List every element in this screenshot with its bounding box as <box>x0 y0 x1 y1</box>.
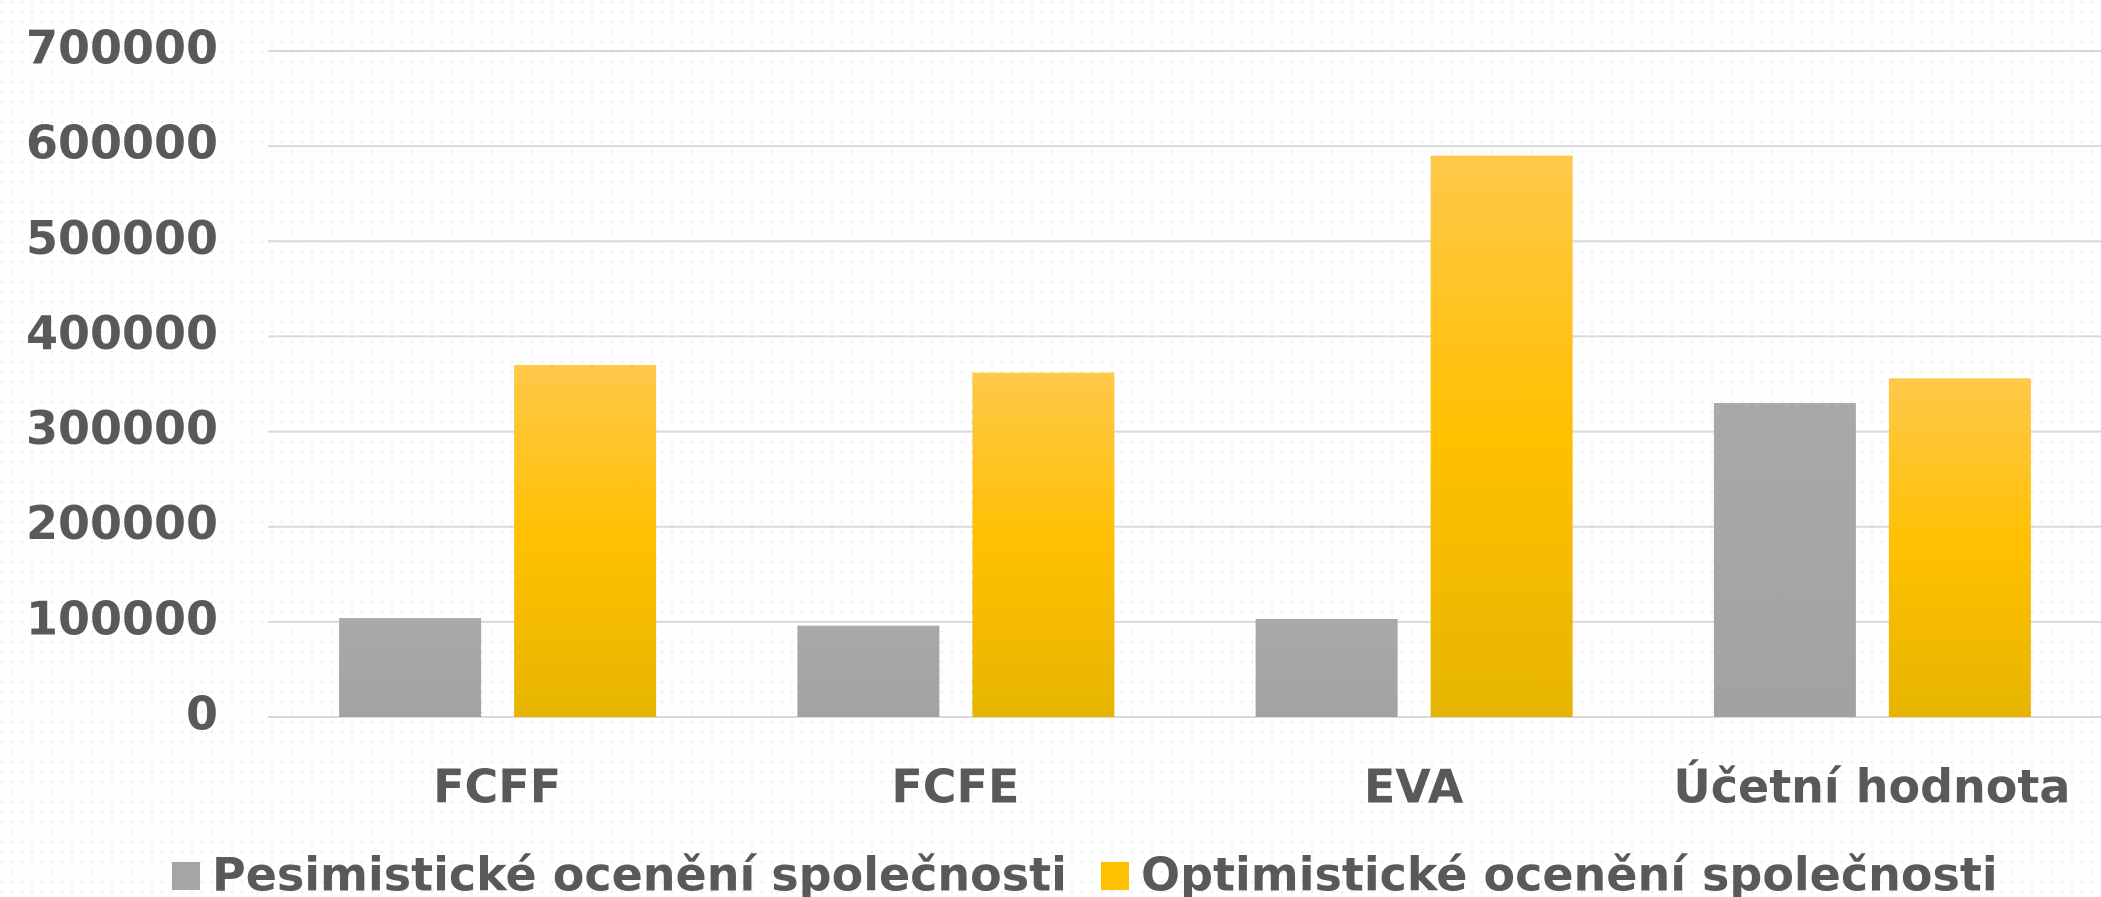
legend-swatch <box>172 862 200 890</box>
bar <box>797 625 940 717</box>
y-tick-label: 500000 <box>26 211 218 265</box>
x-tick-label: FCFE <box>891 760 1019 814</box>
legend-swatch <box>1101 862 1129 890</box>
bar <box>1713 403 1856 717</box>
y-tick-label: 0 <box>186 687 218 741</box>
y-tick-label: 700000 <box>26 21 218 75</box>
bar <box>1888 378 2031 717</box>
y-tick-label: 400000 <box>26 306 218 360</box>
y-tick-label: 100000 <box>26 591 218 645</box>
y-tick-label: 200000 <box>26 496 218 550</box>
legend-label: Pesimistické ocenění společnosti <box>212 848 1067 897</box>
bar <box>339 618 482 717</box>
bar <box>1430 155 1573 717</box>
y-tick-label: 300000 <box>26 401 218 455</box>
x-tick-label: Účetní hodnota <box>1673 760 2070 814</box>
legend-label: Optimistické ocenění společnosti <box>1141 848 1998 897</box>
bar <box>514 364 657 717</box>
x-tick-label: EVA <box>1364 760 1464 814</box>
y-tick-label: 600000 <box>26 116 218 170</box>
x-tick-label: FCFF <box>433 760 561 814</box>
bar <box>972 372 1115 717</box>
bar <box>1255 619 1398 717</box>
